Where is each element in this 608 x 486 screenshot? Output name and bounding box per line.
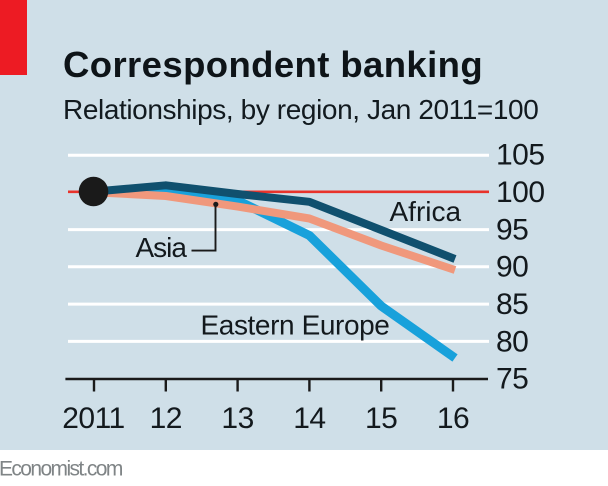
svg-text:13: 13 bbox=[221, 402, 253, 435]
svg-text:Correspondent banking: Correspondent banking bbox=[63, 44, 483, 85]
svg-text:15: 15 bbox=[365, 402, 397, 435]
svg-text:2011: 2011 bbox=[62, 402, 125, 435]
svg-text:100: 100 bbox=[496, 176, 545, 209]
svg-text:12: 12 bbox=[150, 402, 182, 435]
svg-text:85: 85 bbox=[496, 288, 528, 321]
svg-text:Relationships, by region, Jan: Relationships, by region, Jan 2011=100 bbox=[63, 94, 538, 125]
svg-text:105: 105 bbox=[496, 139, 545, 172]
svg-text:90: 90 bbox=[496, 251, 528, 284]
svg-text:Economist.com: Economist.com bbox=[0, 458, 123, 481]
svg-text:Asia: Asia bbox=[136, 232, 188, 263]
svg-text:80: 80 bbox=[496, 325, 528, 358]
svg-text:Africa: Africa bbox=[390, 196, 462, 227]
svg-text:75: 75 bbox=[496, 363, 528, 396]
svg-text:95: 95 bbox=[496, 213, 528, 246]
svg-text:16: 16 bbox=[437, 402, 469, 435]
svg-text:Eastern Europe: Eastern Europe bbox=[201, 310, 390, 341]
svg-text:14: 14 bbox=[293, 402, 325, 435]
